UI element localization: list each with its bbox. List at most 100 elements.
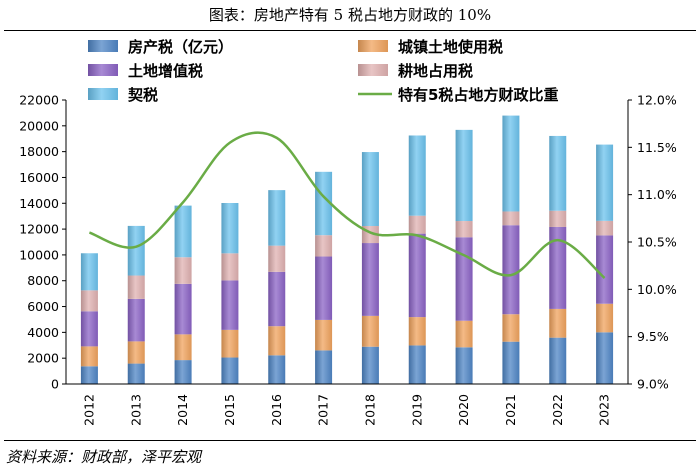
bar-segment-deed-tax [408, 135, 426, 216]
bar-segment-farmland-occupation-tax [127, 275, 145, 299]
left-axis-tick-label: 8000 [27, 273, 59, 288]
x-axis-tick-label: 2017 [316, 394, 331, 426]
bar-segment-property-tax [221, 357, 239, 384]
legend-label: 城镇土地使用税 [398, 38, 503, 56]
x-axis-tick-label: 2015 [222, 394, 237, 426]
bar-segment-farmland-occupation-tax [502, 211, 520, 226]
legend-swatch-property-tax [88, 40, 118, 52]
stacked-bars [80, 115, 614, 384]
bar-segment-farmland-occupation-tax [80, 290, 98, 312]
legend-label: 房产税（亿元） [128, 38, 233, 56]
x-axis-tick-label: 2020 [456, 394, 471, 426]
bar-segment-land-appreciation-tax [174, 283, 192, 335]
bar-segment-land-appreciation-tax [80, 311, 98, 347]
right-axis: 9.0% 9.5% 10.0% 10.5% 11.0% 11.5% 12.0% [627, 93, 677, 392]
bar-segment-deed-tax [221, 203, 239, 254]
bar-segment-deed-tax [596, 144, 614, 221]
left-axis-tick-label: 18000 [19, 144, 59, 159]
bar-segment-land-appreciation-tax [408, 233, 426, 318]
x-axis: 2012 2013 2014 2015 2016 2017 2018 2019 2020 2021… [66, 383, 628, 426]
left-axis-tick-label: 10000 [19, 247, 59, 262]
bar-segment-deed-tax [502, 115, 520, 212]
bar-segment-farmland-occupation-tax [549, 210, 567, 227]
bar-segment-farmland-occupation-tax [174, 257, 192, 284]
bar-segment-farmland-occupation-tax [408, 215, 426, 234]
right-axis-tick-label: 11.5% [637, 140, 677, 155]
bar-segment-land-appreciation-tax [361, 243, 379, 316]
right-axis-tick-label: 9.0% [637, 377, 669, 392]
right-axis-tick-label: 12.0% [637, 93, 677, 108]
bar-segment-urban-land-use-tax [268, 326, 286, 356]
bar-segment-property-tax [549, 337, 567, 384]
legend-swatch-deed-tax [88, 88, 118, 100]
bar-segment-property-tax [502, 341, 520, 384]
bar-segment-deed-tax [268, 190, 286, 246]
bar-segment-property-tax [455, 347, 473, 384]
bar-segment-urban-land-use-tax [596, 303, 614, 333]
right-axis-tick-label: 9.5% [637, 329, 669, 344]
bar-segment-farmland-occupation-tax [315, 235, 333, 257]
bar-segment-urban-land-use-tax [361, 315, 379, 347]
bar-segment-deed-tax [174, 205, 192, 258]
source-note: 资料来源：财政部，泽平宏观 [6, 448, 202, 466]
bar-segment-farmland-occupation-tax [596, 220, 614, 236]
bar-segment-urban-land-use-tax [549, 308, 567, 338]
bar-segment-urban-land-use-tax [455, 320, 473, 348]
left-axis-tick-label: 4000 [27, 325, 59, 340]
right-axis-tick-label: 10.5% [637, 235, 677, 250]
bar-segment-urban-land-use-tax [502, 314, 520, 342]
x-axis-tick-label: 2012 [81, 394, 96, 426]
legend-swatch-land-appreciation-tax [88, 64, 118, 76]
x-axis-tick-label: 2016 [269, 394, 284, 426]
x-axis-tick-label: 2021 [503, 394, 518, 426]
bar-segment-property-tax [596, 332, 614, 384]
share-line-path [88, 131, 606, 279]
bar-segment-urban-land-use-tax [315, 319, 333, 351]
title-divider [4, 30, 696, 31]
x-axis-tick-label: 2014 [175, 394, 190, 426]
legend-label: 契税 [127, 86, 158, 104]
bar-segment-deed-tax [127, 225, 145, 276]
left-axis: 0 2000 4000 6000 8000 10000 12000 14000 16000 180… [19, 93, 67, 392]
legend-swatch-urban-land-use-tax [358, 40, 388, 52]
bar-segment-land-appreciation-tax [315, 256, 333, 320]
bar-segment-farmland-occupation-tax [221, 253, 239, 281]
bar-segment-urban-land-use-tax [408, 317, 426, 346]
bar-segment-land-appreciation-tax [268, 271, 286, 327]
bar-segment-property-tax [315, 350, 333, 384]
left-axis-tick-label: 0 [51, 377, 59, 392]
right-axis-tick-label: 11.0% [637, 187, 677, 202]
x-axis-tick-label: 2013 [128, 394, 143, 426]
bar-segment-property-tax [268, 355, 286, 384]
bar-segment-land-appreciation-tax [221, 280, 239, 330]
bar-segment-deed-tax [80, 253, 98, 291]
x-axis-tick-label: 2018 [362, 394, 377, 426]
bar-segment-land-appreciation-tax [549, 226, 567, 309]
bar-segment-land-appreciation-tax [596, 235, 614, 304]
bar-segment-property-tax [361, 346, 379, 384]
left-axis-tick-label: 6000 [27, 299, 59, 314]
x-axis-tick-label: 2019 [409, 394, 424, 426]
bar-segment-urban-land-use-tax [80, 346, 98, 367]
legend-label: 特有5税占地方财政比重 [398, 86, 558, 104]
x-axis-tick-label: 2022 [550, 394, 565, 426]
left-axis-tick-label: 12000 [19, 222, 59, 237]
bar-segment-deed-tax [549, 135, 567, 211]
bar-segment-urban-land-use-tax [127, 341, 145, 364]
bar-segment-property-tax [80, 366, 98, 384]
legend-label: 耕地占用税 [398, 62, 473, 80]
left-axis-tick-label: 14000 [19, 196, 59, 211]
source-divider [4, 440, 696, 441]
bar-segment-property-tax [174, 360, 192, 384]
left-axis-tick-label: 22000 [19, 93, 59, 108]
bar-segment-urban-land-use-tax [174, 334, 192, 361]
bar-segment-land-appreciation-tax [455, 237, 473, 321]
bar-segment-land-appreciation-tax [502, 225, 520, 315]
bar-segment-deed-tax [361, 152, 379, 227]
left-axis-tick-label: 20000 [19, 118, 59, 133]
legend-swatch-farmland-occupation-tax [358, 64, 388, 76]
bar-segment-farmland-occupation-tax [455, 221, 473, 238]
left-axis-tick-label: 16000 [19, 170, 59, 185]
